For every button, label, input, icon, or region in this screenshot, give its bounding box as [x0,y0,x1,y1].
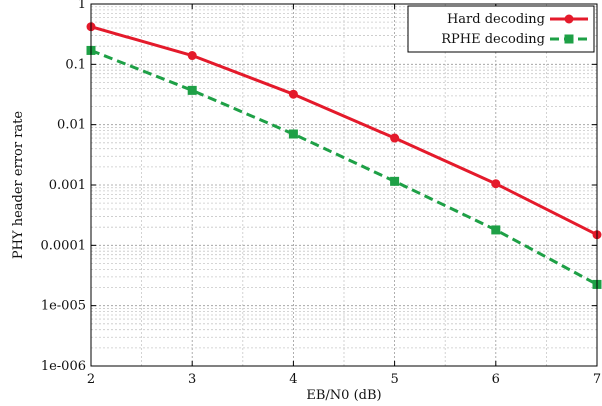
x-tick-label: 7 [593,372,601,387]
x-tick-label: 5 [390,372,398,387]
y-tick-label: 1 [78,0,86,12]
legend-box [407,5,595,53]
data-point [390,133,400,143]
y-tick-label: 0.01 [57,118,86,133]
x-tick-label: 3 [188,372,196,387]
data-point [288,89,298,99]
data-point [187,85,197,95]
data-point [390,176,400,186]
y-axis-title: PHY header error rate [11,111,26,259]
axes [90,3,598,367]
series-0 [86,22,602,240]
data-point [187,51,197,61]
x-tick-label: 6 [492,372,500,387]
data-point [288,129,298,139]
legend-marker [564,14,574,24]
y-tick-label: 0.1 [65,57,86,72]
y-tick-label: 0.001 [49,178,86,193]
y-tick-label: 1e-006 [41,359,86,374]
series-line [90,49,598,286]
legend-marker [564,34,574,44]
tick-labels: 2 3 4 5 6 7 1e-006 1e-005 0.0001 0.001 0.01 0.1 1 [41,0,602,387]
x-axis-title: EB/N0 (dB) [306,388,381,403]
x-tick-label: 2 [87,372,95,387]
data-point [491,225,501,235]
series-line [90,25,598,237]
x-tick-label: 4 [289,372,297,387]
legend: Hard decoding RPHE decoding [407,5,595,53]
y-tick-label: 0.0001 [41,238,87,253]
y-tick-label: 1e-005 [41,299,86,314]
grid-lines [90,4,598,367]
legend-label: Hard decoding [447,12,545,27]
data-point [491,179,501,189]
legend-label: RPHE decoding [441,32,545,47]
